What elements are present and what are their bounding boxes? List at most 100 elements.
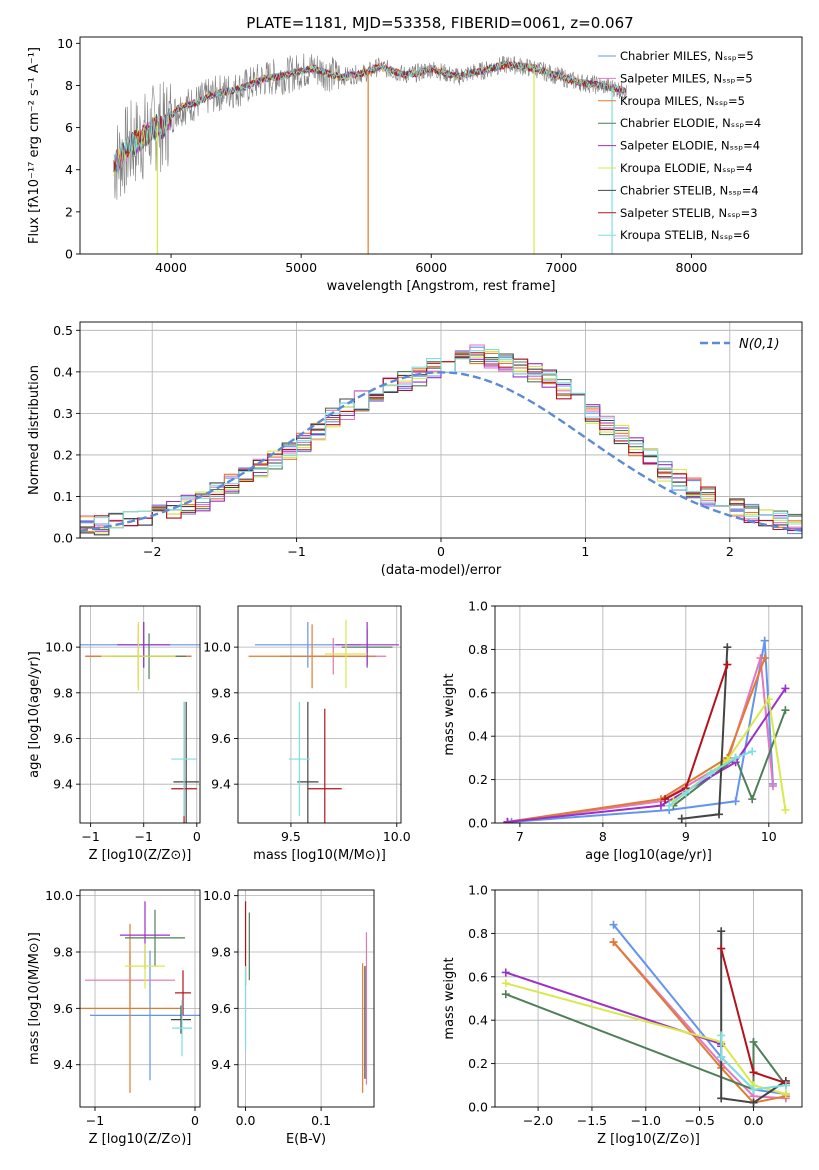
y-tick-label: 9.4 [211,1057,231,1072]
weight-marker [749,1037,758,1046]
y-tick-label: 0.6 [468,685,488,700]
x-tick-label: 5000 [285,260,317,275]
x-tick-label: −1.5 [577,1113,607,1128]
x-tick-label: 0.1 [311,1113,331,1128]
error-bars [248,619,399,823]
y-tick-label: 9.8 [211,685,231,700]
y-tick-label: 0.2 [468,1056,488,1071]
legend-label: Kroupa MILES, Nₛₛₚ=5 [620,94,745,108]
axes-frame [237,889,375,1108]
weight-line-5 [505,982,787,1095]
x-tick-label: 0 [191,1113,199,1128]
y-tick-label: 1.0 [468,599,488,614]
x-tick-label: −0.5 [684,1113,714,1128]
weight-marker [501,968,510,977]
age-vs-mass-panel: 9.5 10.0 9.4 9.6 9.8 10.0 mass [log10(M/M⊙)] [203,605,411,863]
y-tick-label: 8 [65,78,73,93]
y-tick-label: 9.4 [53,777,73,792]
weight-marker [681,788,690,797]
x-tick-label: 2 [726,544,734,559]
x-tick-label: 6000 [415,260,447,275]
weight-marker [768,782,777,791]
axes-frame [79,321,803,539]
weight-marker [764,695,773,704]
legend-label: Chabrier STELIB, Nₛₛₚ=4 [620,183,759,197]
x-tick-label: −1 [86,1113,104,1128]
x-axis-label: Z [log10(Z/Z⊙)] [597,1132,700,1147]
weight-marker [781,1089,790,1098]
y-tick-label: 1.0 [468,883,488,898]
x-tick-label: −1 [81,829,99,844]
y-tick-label: 9.4 [211,777,231,792]
weight-line-8 [720,1035,786,1091]
weight-marker [723,643,732,652]
x-tick-label: −2 [143,544,161,559]
weight-marker [717,944,726,953]
weight-line-2 [507,657,766,823]
y-tick-label: 10.0 [203,888,231,903]
y-tick-label: 0.4 [468,729,488,744]
axes-frame [237,605,402,824]
y-tick-label: 0.2 [53,447,73,462]
x-tick-label: 7000 [545,260,577,275]
axes-frame [79,36,803,255]
y-axis-label: Normed distribution [27,365,42,495]
weight-marker [677,814,686,823]
y-tick-label: 0.3 [53,406,73,421]
x-tick-label: 7 [516,829,524,844]
y-tick-label: 0.2 [468,772,488,787]
x-tick-label: 0.0 [744,1113,764,1128]
legend-label: Chabrier ELODIE, Nₛₛₚ=4 [620,116,761,130]
y-tick-label: 0.0 [468,1100,488,1115]
weight-marker [748,747,757,756]
legend-label: Salpeter ELODIE, Nₛₛₚ=4 [620,139,760,153]
y-tick-label: 4 [65,162,73,177]
weight-line-1 [612,941,786,1100]
y-tick-label: 9.6 [53,1001,73,1016]
weight-marker [503,817,512,823]
legend-label: Kroupa STELIB, Nₛₛₚ=6 [620,228,750,242]
spectrum-lines [113,53,627,254]
age-vs-metallicity-panel: −1 −1 0 9.4 9.6 9.8 10.0 Z [log10(Z/Z⊙)] age [lo… [27,605,201,863]
legend-label: N(0,1) [739,337,780,352]
spectrum-title: PLATE=1181, MJD=53358, FIBERID=0061, z=0… [246,14,633,32]
x-axis-label: wavelength [Angstrom, rest frame] [327,279,556,294]
y-tick-label: 0.6 [468,969,488,984]
axes-frame [79,605,201,824]
x-tick-label: 8 [599,829,607,844]
axes-frame [79,889,201,1108]
weight-marker [760,636,769,645]
mass-weight-vs-age-panel: 7 8 9 10 0.0 0.2 0.4 0.6 0.8 1.0 age [log10(age/yr… [442,599,803,863]
y-axis-label: mass weight [442,673,457,755]
model-line-8 [113,60,627,173]
x-tick-label: 1 [581,544,589,559]
weight-marker [609,920,618,929]
weight-marker [661,795,670,804]
weight-marker [781,706,790,715]
weight-marker [501,990,510,999]
weight-marker [717,1094,726,1103]
x-axis-label: Z [log10(Z/Z⊙)] [89,1132,192,1147]
y-tick-label: 10.0 [203,640,231,655]
y-tick-label: 9.6 [53,731,73,746]
x-axis-label: age [log10(age/yr)] [585,848,712,863]
y-tick-label: 0.0 [468,816,488,831]
weight-marker [749,1098,758,1107]
y-tick-label: 9.8 [53,945,73,960]
y-tick-label: 9.6 [211,1001,231,1016]
legend-label: Salpeter MILES, Nₛₛₚ=5 [620,71,753,85]
error-bars [80,621,200,823]
weight-marker [723,660,732,669]
y-tick-label: 0.4 [468,1013,488,1028]
y-tick-label: 0.1 [53,489,73,504]
histogram-steps [80,344,802,538]
weight-marker [501,979,510,988]
legend-label: Kroupa ELODIE, Nₛₛₚ=4 [620,161,753,175]
weight-marker [760,654,769,663]
y-tick-label: 9.4 [53,1057,73,1072]
x-tick-label: 0.0 [236,1113,256,1128]
x-tick-label: 9 [682,829,690,844]
weight-marker [717,1031,726,1040]
y-tick-label: 9.8 [211,945,231,960]
